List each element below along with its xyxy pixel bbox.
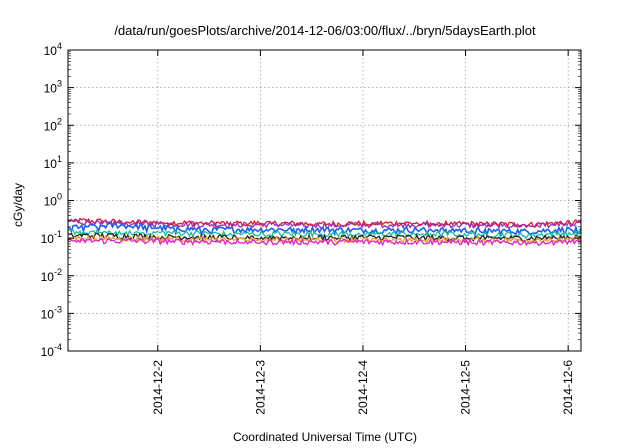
series-line-2: [67, 218, 582, 231]
x-tick-label: 2014-12-2: [151, 360, 165, 415]
x-tick-label: 2014-12-4: [356, 360, 370, 415]
series-line-3: [67, 222, 582, 239]
x-tick-labels: 2014-12-2 2014-12-3 2014-12-4 2014-12-5 2014…: [151, 360, 575, 415]
y-tick-label: 10-4: [41, 342, 62, 359]
series-line-5: [67, 232, 582, 243]
series-group: [67, 217, 582, 247]
series-line-7: [67, 237, 582, 247]
y-tick-label: 104: [44, 41, 62, 58]
x-tick-label: 2014-12-5: [459, 360, 473, 415]
x-axis-label: Coordinated Universal Time (UTC): [233, 430, 417, 444]
grid: [68, 50, 581, 351]
y-tick-label: 101: [44, 154, 62, 171]
y-tick-label: 103: [44, 79, 62, 96]
y-tick-labels: 10-4 10-3 10-2 10-1 100 101 102 103 104: [41, 41, 62, 359]
y-tick-label: 10-3: [41, 304, 62, 321]
y-tick-label: 10-2: [41, 267, 62, 284]
chart-title: /data/run/goesPlots/archive/2014-12-06/0…: [114, 23, 536, 38]
ticks: [68, 49, 581, 352]
y-tick-label: 102: [44, 116, 62, 133]
x-tick-label: 2014-12-6: [561, 360, 575, 415]
x-tick-label: 2014-12-3: [253, 360, 267, 415]
y-axis-label: cGy/day: [11, 183, 25, 227]
y-tick-label: 10-1: [41, 229, 62, 246]
y-tick-label: 100: [44, 192, 62, 209]
